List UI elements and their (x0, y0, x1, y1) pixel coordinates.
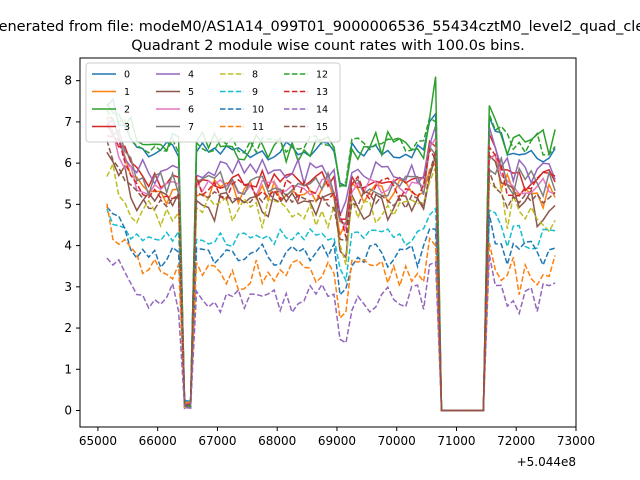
x-tick-label: 70000 (378, 434, 416, 448)
x-tick-label: 72000 (497, 434, 535, 448)
x-tick-label: 68000 (258, 434, 296, 448)
legend-label-4: 4 (188, 70, 194, 81)
y-tick-label: 7 (64, 115, 72, 129)
x-tick-label: 66000 (139, 434, 177, 448)
y-tick-label: 2 (64, 321, 72, 335)
x-tick-label: 67000 (198, 434, 236, 448)
legend-label-11: 11 (252, 122, 264, 133)
legend-label-14: 14 (316, 105, 328, 116)
y-tick-label: 3 (64, 280, 72, 294)
legend-label-5: 5 (188, 87, 194, 98)
legend-label-13: 13 (316, 87, 328, 98)
legend-label-1: 1 (124, 87, 130, 98)
x-tick-label: 65000 (79, 434, 117, 448)
legend-label-3: 3 (124, 122, 130, 133)
x-offset-label: +5.044e8 (517, 455, 576, 469)
legend-label-2: 2 (124, 105, 130, 116)
y-tick-label: 6 (64, 156, 72, 170)
legend-label-12: 12 (316, 70, 328, 81)
x-tick-label: 73000 (557, 434, 595, 448)
y-tick-label: 1 (64, 362, 72, 376)
figure-suptitle: Plots generated from file: modeM0/AS1A14… (0, 19, 640, 35)
y-axis: 0 1 2 3 4 5 6 7 8 (64, 74, 80, 418)
legend-label-0: 0 (124, 70, 130, 81)
y-tick-label: 8 (64, 74, 72, 88)
x-axis: 65000 66000 67000 68000 69000 70000 71000 72000… (79, 427, 595, 448)
x-tick-label: 71000 (437, 434, 475, 448)
x-tick-label: 69000 (318, 434, 356, 448)
legend-label-8: 8 (252, 70, 258, 81)
legend-label-6: 6 (188, 105, 194, 116)
plot-frame (79, 57, 577, 428)
legend-label-15: 15 (316, 122, 328, 133)
y-tick-label: 5 (64, 197, 72, 211)
legend-label-10: 10 (252, 105, 264, 116)
chart-title: Quadrant 2 module wise count rates with … (131, 38, 525, 54)
legend-box (85, 62, 341, 143)
y-tick-label: 4 (64, 239, 72, 253)
y-tick-label: 0 (64, 404, 72, 418)
legend-label-7: 7 (188, 122, 194, 133)
plot-area (106, 76, 556, 412)
legend-label-9: 9 (252, 87, 258, 98)
